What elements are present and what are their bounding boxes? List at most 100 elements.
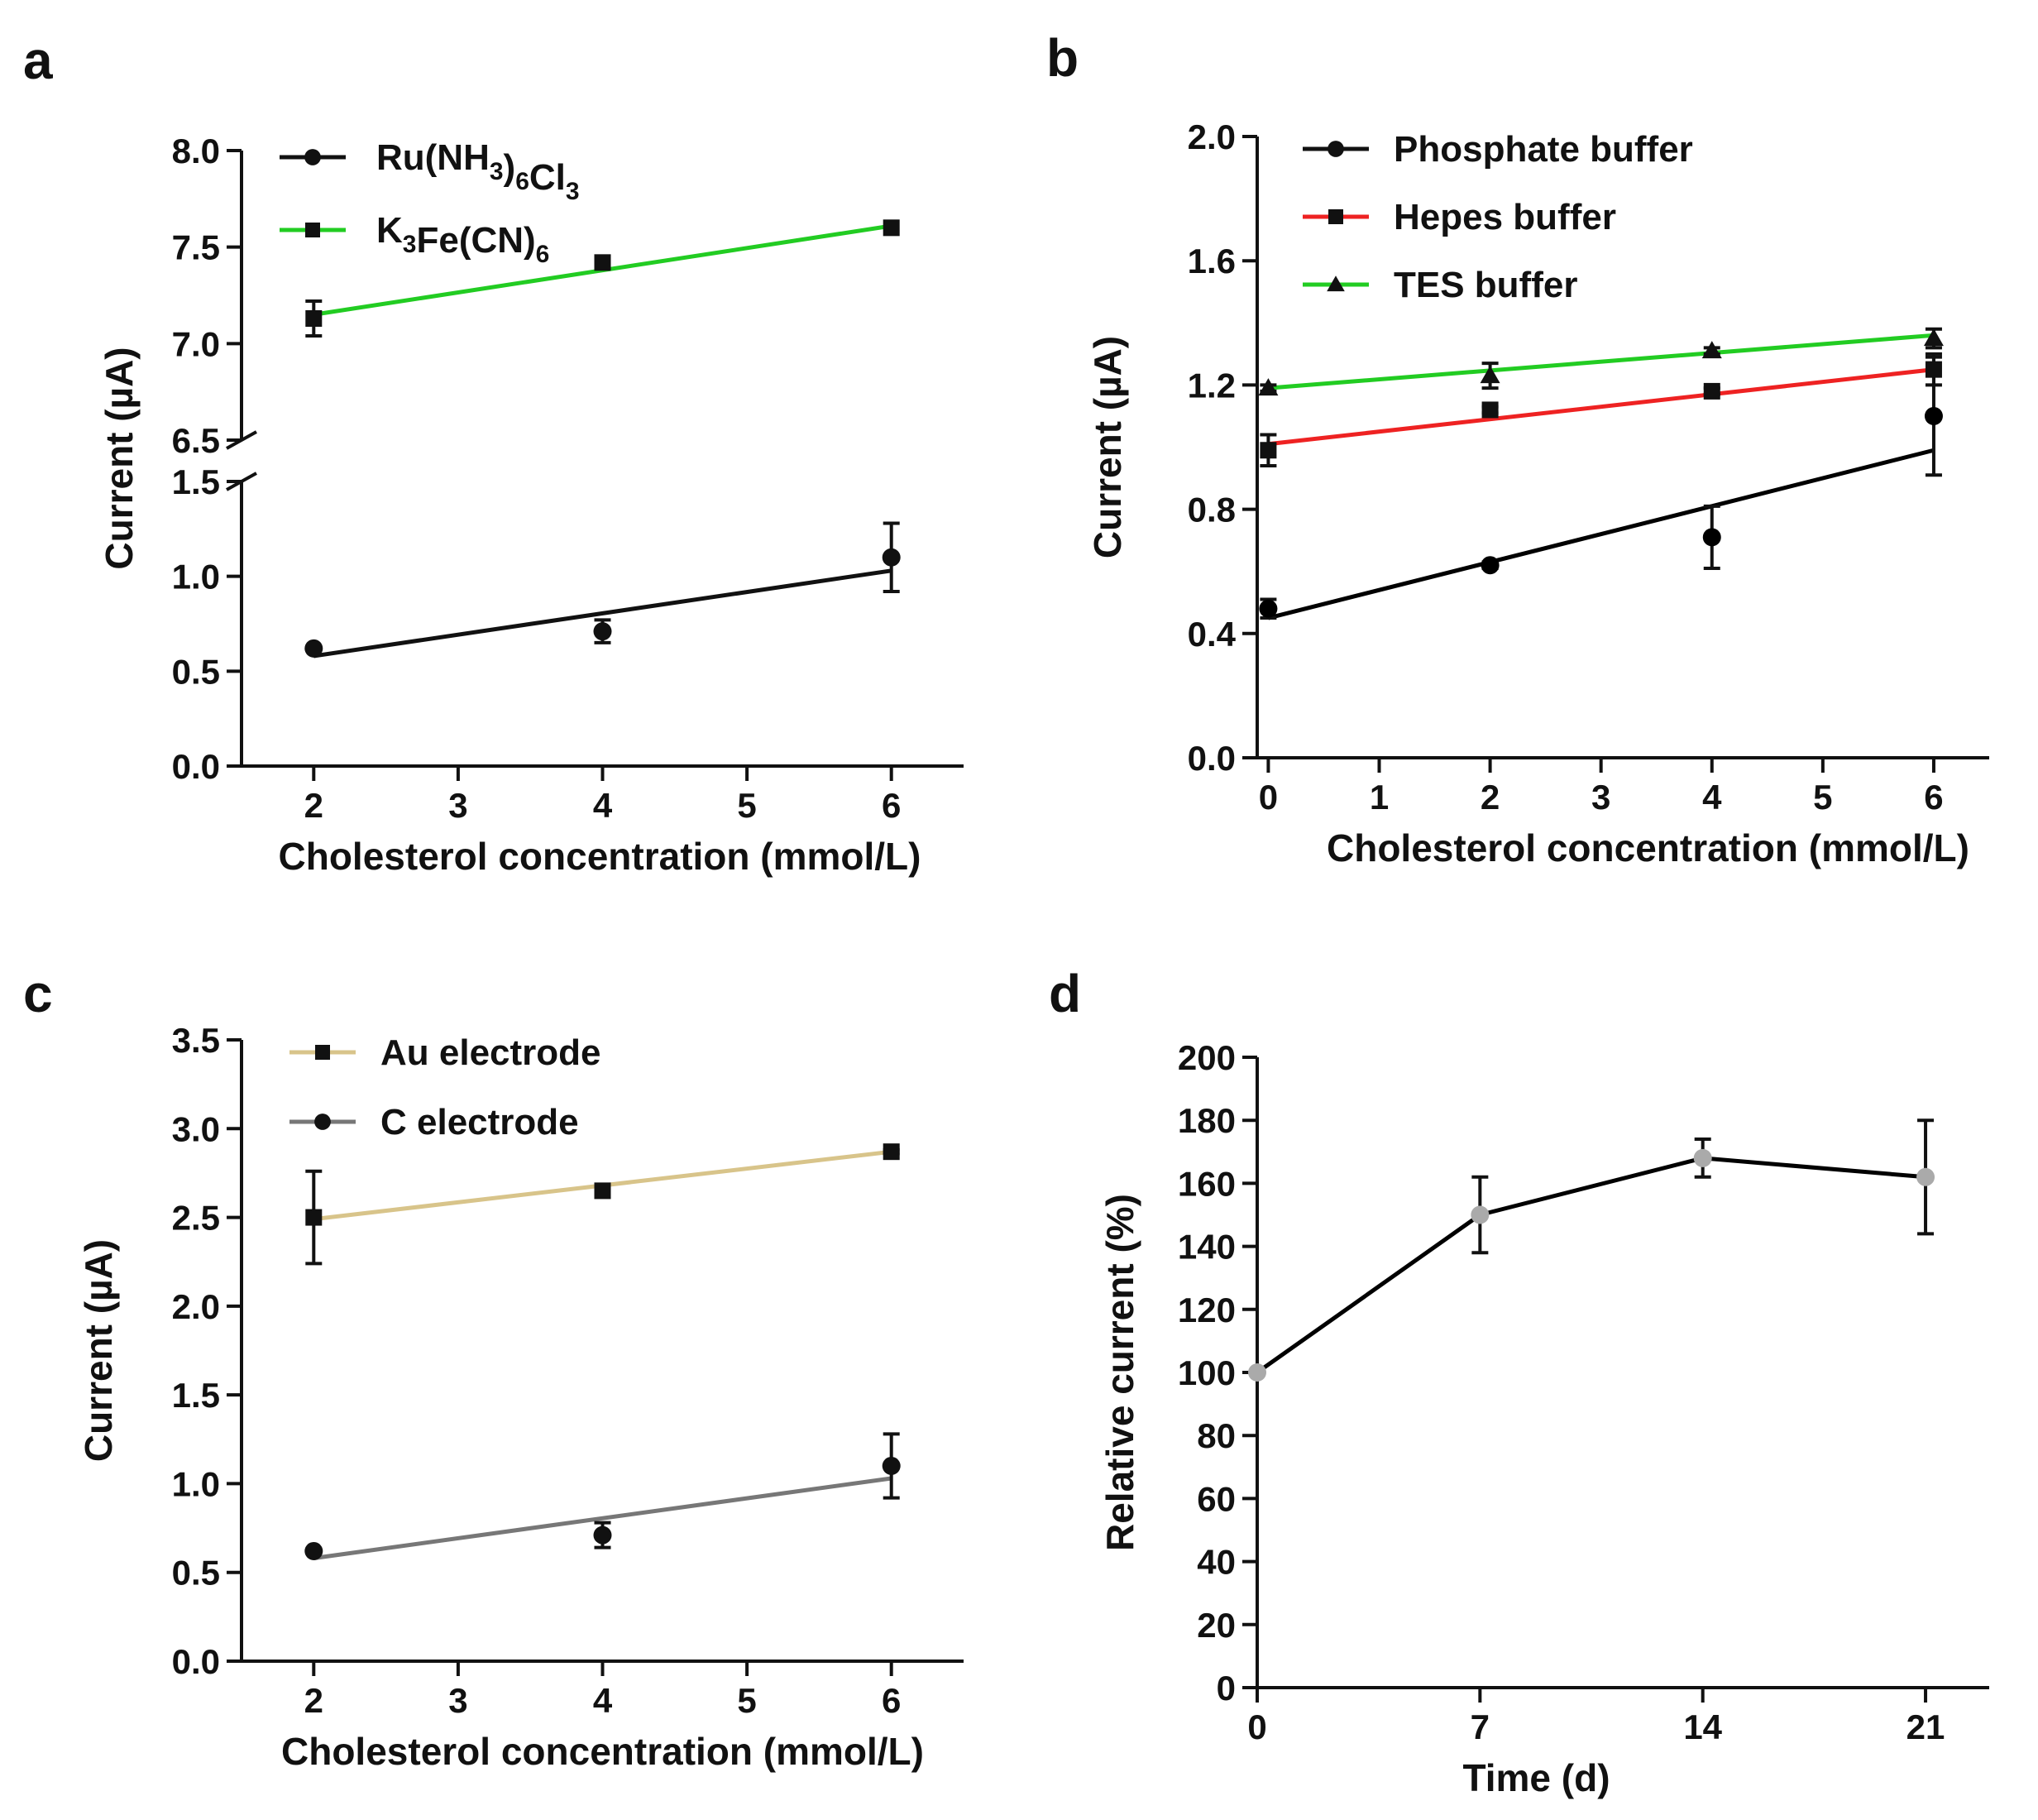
legend-label: Ru(NH3)6Cl3 xyxy=(376,137,580,205)
x-tick-label: 2 xyxy=(304,1681,323,1720)
y-tick-label: 140 xyxy=(1178,1228,1236,1267)
data-point xyxy=(594,254,611,271)
legend-item-1: Hepes buffer xyxy=(1303,197,1616,237)
panel-c: c 0.0 0.5 1.0 1.5 2.0 2.5 3.0 3.5 2 3 4 5 6 Cholestero… xyxy=(23,964,964,1773)
series-0 xyxy=(304,521,901,659)
x-tick-label: 6 xyxy=(1924,778,1943,817)
legend-marker xyxy=(1327,275,1345,292)
legend-marker xyxy=(314,1114,331,1130)
y-tick-label: 0.5 xyxy=(172,1554,220,1592)
x-tick-label: 5 xyxy=(737,786,756,825)
legend-label: Phosphate buffer xyxy=(1394,129,1693,170)
fit-line xyxy=(313,1476,892,1561)
legend-marker xyxy=(1328,141,1344,157)
y-axis-title: Current (µA) xyxy=(98,347,141,569)
y-tick-label: 40 xyxy=(1197,1543,1236,1582)
y-tick-label: 1.2 xyxy=(1188,366,1236,405)
x-tick-label: 3 xyxy=(448,1681,467,1720)
x-tick-label: 6 xyxy=(882,786,901,825)
data-point xyxy=(1248,1363,1266,1382)
panel-letter: a xyxy=(23,31,53,90)
panel-letter: c xyxy=(23,964,53,1023)
series-0 xyxy=(1259,355,1943,620)
legend-marker xyxy=(1328,209,1343,224)
data-point xyxy=(1260,442,1277,459)
x-axis-title: Time (d) xyxy=(1462,1756,1610,1799)
x-tick-label: 2 xyxy=(304,786,323,825)
y-tick-label: 80 xyxy=(1197,1416,1236,1455)
y-tick-label: 20 xyxy=(1197,1606,1236,1645)
y-axis-title: Current (µA) xyxy=(1086,336,1129,558)
legend-label: C electrode xyxy=(380,1102,579,1142)
x-axis-title: Cholesterol concentration (mmol/L) xyxy=(281,1730,924,1773)
data-point xyxy=(1258,378,1279,396)
series-line xyxy=(1256,1156,1926,1375)
panel-a: a 6.5 7.0 7.5 8.0 0.0 0.5 1.0 1.5 2 3 4 5 6 Cholestero… xyxy=(23,31,964,878)
legend-label-subscript: 3 xyxy=(403,231,417,258)
data-point xyxy=(1702,528,1721,547)
data-point xyxy=(304,639,323,658)
panel-letter: d xyxy=(1049,964,1081,1023)
data-point xyxy=(883,1143,900,1161)
data-point xyxy=(305,1209,323,1226)
data-point xyxy=(1923,328,1944,347)
x-tick-label: 0 xyxy=(1247,1707,1266,1746)
legend-item-0: Au electrode xyxy=(289,1032,601,1073)
legend-label-subscript: 6 xyxy=(515,168,529,195)
x-tick-label: 0 xyxy=(1259,778,1278,817)
data-point xyxy=(1259,599,1278,618)
legend-item-1: C electrode xyxy=(289,1102,579,1142)
y-tick-label: 2.0 xyxy=(1188,117,1236,156)
legend-item-0: Ru(NH3)6Cl3 xyxy=(280,137,580,205)
legend-label-part: Cl xyxy=(529,157,566,198)
data-point xyxy=(305,310,323,327)
x-tick-label: 7 xyxy=(1471,1707,1490,1746)
x-tick-label: 5 xyxy=(737,1681,756,1720)
y-tick-label: 0.5 xyxy=(172,652,220,691)
legend-label: TES buffer xyxy=(1394,265,1577,305)
data-point xyxy=(1471,1205,1490,1224)
data-point xyxy=(304,1541,323,1560)
data-point xyxy=(1916,1167,1935,1186)
y-tick-label: 120 xyxy=(1178,1291,1236,1329)
legend-label-part: Fe(CN) xyxy=(416,220,535,261)
y-tick-label: 2.5 xyxy=(172,1199,220,1238)
series-0 xyxy=(305,1143,900,1266)
fit-line xyxy=(1267,448,1935,620)
legend-marker xyxy=(305,223,320,237)
legend-item-1: K3Fe(CN)6 xyxy=(280,210,549,268)
x-tick-label: 21 xyxy=(1906,1707,1945,1746)
y-tick-label: 3.5 xyxy=(172,1021,220,1060)
series-0 xyxy=(1248,1118,1935,1382)
y-tick-label: 1.6 xyxy=(1188,242,1236,280)
data-point xyxy=(1693,1148,1712,1167)
y-tick-label: 0.0 xyxy=(172,747,220,786)
y-tick-label: 0.0 xyxy=(1188,739,1236,778)
data-point xyxy=(593,1525,612,1545)
y-tick-label: 100 xyxy=(1178,1353,1236,1392)
data-point xyxy=(1480,366,1500,384)
x-tick-label: 3 xyxy=(448,786,467,825)
y-axis-title: Relative current (%) xyxy=(1098,1194,1141,1551)
y-tick-label: 3.0 xyxy=(172,1109,220,1148)
y-tick-label: 7.5 xyxy=(172,228,220,267)
x-tick-label: 2 xyxy=(1481,778,1500,817)
x-tick-label: 1 xyxy=(1370,778,1389,817)
y-tick-label: 8.0 xyxy=(172,132,220,170)
legend-item-0: Phosphate buffer xyxy=(1303,129,1693,170)
series-1 xyxy=(1260,352,1942,468)
panel-d: d 0 20 40 60 80 100 120 140 160 180 200 0 7 14 21 Time (… xyxy=(1049,964,1989,1799)
x-tick-label: 4 xyxy=(1702,778,1722,817)
fit-line xyxy=(1268,333,1935,390)
legend-label-part: ) xyxy=(504,147,516,188)
legend-marker xyxy=(304,149,321,165)
legend-label: Hepes buffer xyxy=(1394,197,1616,237)
legend-label: Au electrode xyxy=(380,1032,601,1073)
legend-marker xyxy=(315,1045,330,1060)
fit-line xyxy=(313,568,892,659)
series-2 xyxy=(1258,327,1944,396)
y-tick-label: 7.0 xyxy=(172,324,220,363)
data-point xyxy=(883,219,900,237)
x-tick-label: 14 xyxy=(1683,1707,1722,1746)
y-tick-label: 0.8 xyxy=(1188,491,1236,529)
